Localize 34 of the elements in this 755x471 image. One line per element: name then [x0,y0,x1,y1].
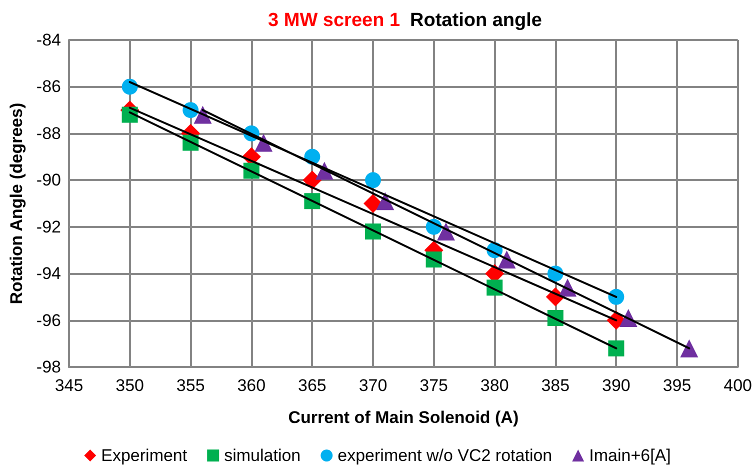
x-tick-label: 365 [298,376,326,395]
y-axis-title: Rotation Angle (degrees) [7,102,26,304]
x-tick-label: 390 [602,376,630,395]
chart-title: 3 MW screen 1 [268,10,400,31]
x-tick-label: 400 [724,376,752,395]
point [608,288,624,305]
y-tick-label: -86 [36,77,61,96]
x-tick-label: 375 [420,376,448,395]
y-tick-label: -98 [36,358,61,376]
x-tick-label: 360 [237,376,266,395]
x-tick-label: 380 [480,376,509,395]
x-tick-label: 350 [116,376,144,395]
x-axis-title: Current of Main Solenoid (A) [288,408,519,427]
y-tick-label: -94 [36,264,61,284]
x-tick-label: 355 [176,376,205,395]
y-tick-label: -90 [36,170,61,190]
x-tick-label: 385 [541,376,570,395]
y-tick-label: -92 [36,217,61,236]
point [436,222,455,241]
point [365,172,382,188]
legend-label: simulation [224,446,301,465]
legend-label: Experiment [101,446,188,465]
y-tick-label: -96 [36,310,61,330]
y-tick-label: -84 [36,30,61,50]
chart-subtitle: Rotation angle [410,10,542,31]
legend-label: Imain+6[A] [589,446,671,465]
point [680,339,698,358]
x-tick-label: 395 [662,376,692,395]
x-tick-label: 370 [358,376,388,395]
x-tick-label: 345 [54,376,84,395]
point [122,78,138,95]
y-tick-label: -88 [36,124,61,143]
legend-label: experiment w/o VC2 rotation [338,446,552,465]
point [608,340,624,356]
